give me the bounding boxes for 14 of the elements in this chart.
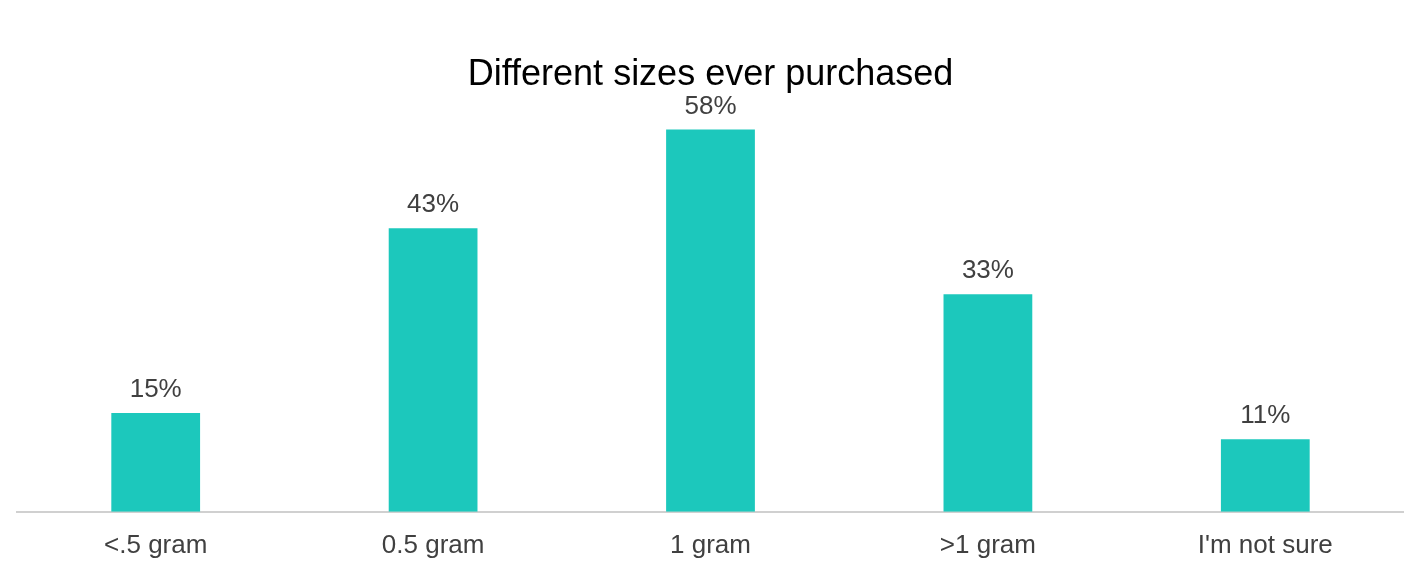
x-tick-label: I'm not sure xyxy=(1197,528,1333,559)
data-label: 15% xyxy=(129,373,182,404)
x-tick-label: 0.5 gram xyxy=(381,528,485,559)
bar xyxy=(943,294,1033,512)
x-tick-label: <.5 gram xyxy=(104,528,208,559)
data-label: 43% xyxy=(407,188,460,219)
data-label: 33% xyxy=(961,254,1014,285)
bar xyxy=(666,129,755,512)
bar xyxy=(1220,439,1310,512)
x-tick-label: >1 gram xyxy=(939,528,1036,559)
bar xyxy=(111,412,201,512)
x-tick-label: 1 gram xyxy=(670,528,751,559)
bar xyxy=(388,228,478,512)
data-label: 11% xyxy=(1240,399,1291,430)
